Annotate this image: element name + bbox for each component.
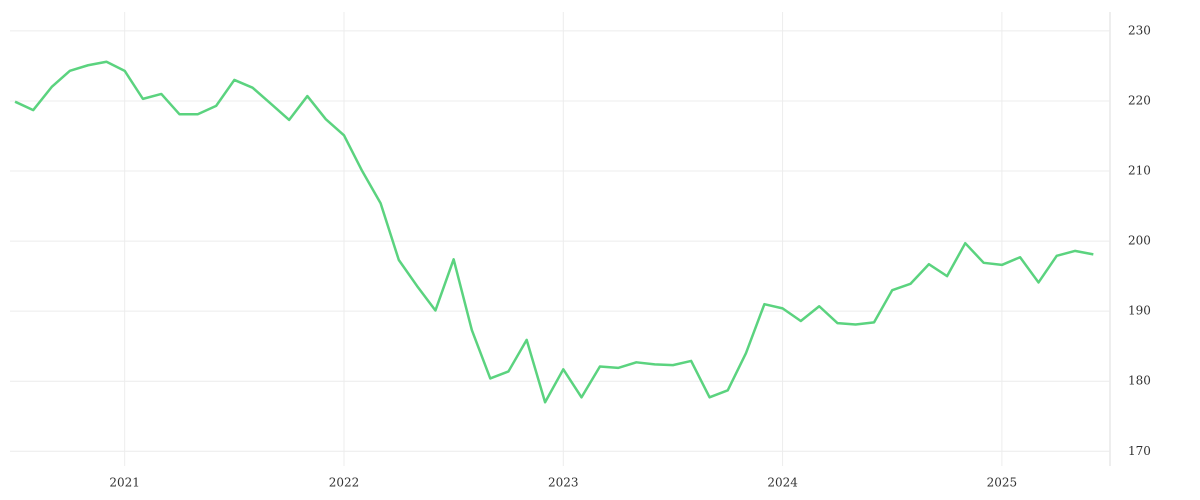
x-tick-label: 2021 — [109, 476, 140, 490]
y-tick-label: 190 — [1128, 304, 1151, 318]
y-tick-label: 200 — [1128, 234, 1151, 248]
y-tick-label: 180 — [1128, 374, 1151, 388]
y-tick-label: 210 — [1128, 164, 1151, 178]
y-tick-label: 220 — [1128, 93, 1151, 107]
x-tick-label: 2023 — [548, 476, 579, 490]
y-tick-label: 170 — [1128, 444, 1151, 458]
y-tick-label: 230 — [1128, 23, 1151, 37]
x-tick-label: 2024 — [767, 476, 798, 490]
x-tick-label: 2022 — [329, 476, 360, 490]
data-line — [14, 60, 1094, 404]
x-tick-label: 2025 — [987, 476, 1018, 490]
